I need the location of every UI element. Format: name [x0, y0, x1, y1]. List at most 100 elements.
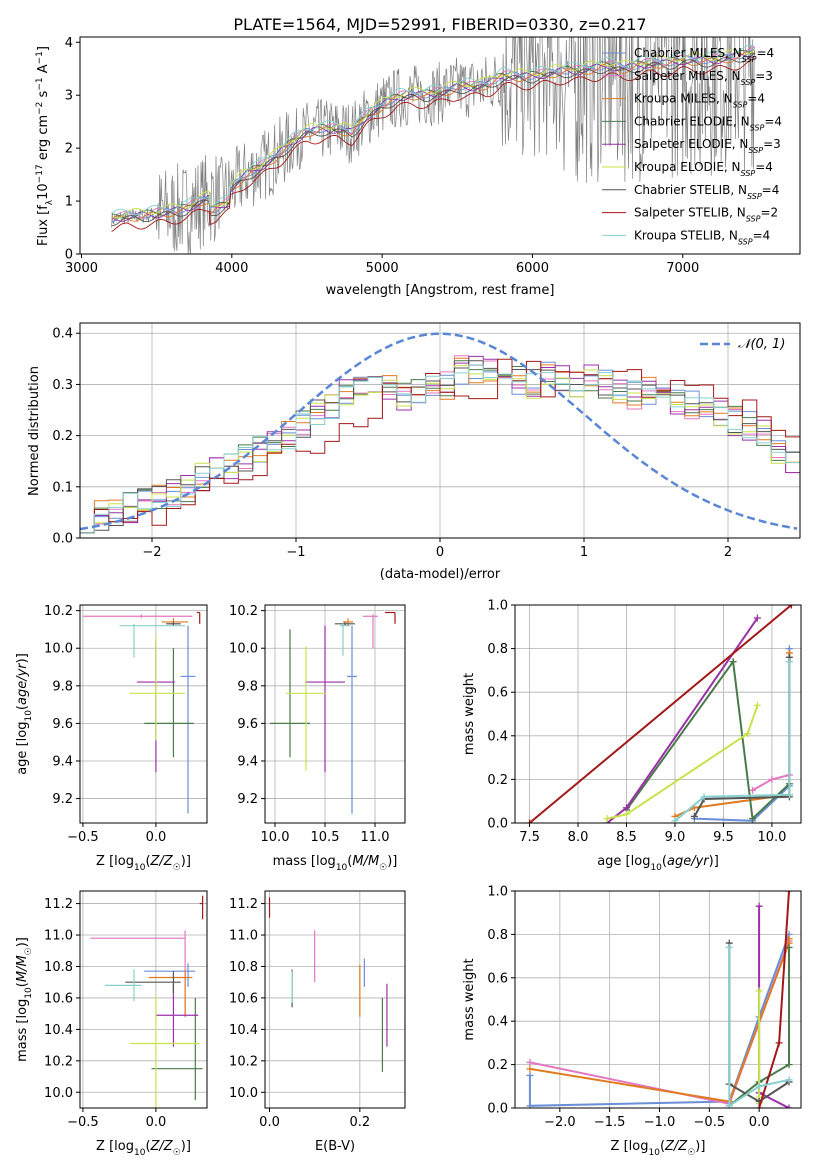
y-axis-label: Normed distribution: [27, 366, 42, 496]
x-tick-label: −0.5: [67, 1115, 99, 1130]
y-tick-label: 10.0: [44, 642, 73, 657]
weight-line: [674, 661, 791, 822]
weight-point: [775, 1039, 783, 1047]
x-tick-label: −1.5: [594, 1115, 626, 1130]
x-tick-label: 1: [580, 545, 588, 560]
weight-point: [749, 786, 757, 794]
weight-point: [526, 1065, 534, 1073]
weight-line: [625, 659, 791, 821]
weight-point: [603, 815, 611, 823]
weight-point: [725, 1102, 733, 1108]
panel-6: 0.0 0.2 10.0 10.2 10.4 10.6 10.8 11.0 11.2 E(B-V): [229, 890, 406, 1154]
weight-point: [755, 1082, 763, 1090]
plot-area: [90, 895, 204, 1108]
x-tick-label: 0: [436, 545, 444, 560]
x-tick-label: 6000: [516, 261, 549, 276]
weight-point: [749, 815, 757, 823]
weight-point: [690, 812, 698, 820]
x-tick-label: −2: [142, 545, 161, 560]
x-tick-label: −0.5: [694, 1115, 726, 1130]
y-tick-label: 1: [65, 195, 73, 210]
model-line: [111, 50, 755, 220]
legend-label: Chabrier STELIB, NSSP=4: [634, 183, 779, 201]
x-tick-label: −1.0: [644, 1115, 676, 1130]
normal-curve: [80, 332, 798, 531]
weight-point: [526, 1102, 534, 1108]
y-tick-label: 11.2: [229, 897, 258, 912]
axes-frame: [79, 890, 208, 1109]
x-tick-label: 2: [724, 545, 732, 560]
histogram-step: [80, 361, 800, 534]
x-axis-label: wavelength [Angstrom, rest frame]: [326, 283, 555, 298]
x-tick-label: 4000: [215, 261, 248, 276]
panel-2: −0.5 0.0 9.2 9.4 9.6 9.8 10.0 10.2 Z [log10(Z/Z☉…: [15, 604, 208, 873]
panel-0: 3000 4000 5000 6000 7000 0 1 2 3 4 Chabrier MILES,…: [35, 36, 801, 298]
x-tick-label: 10.0: [757, 830, 786, 845]
y-tick-label: 10.8: [229, 960, 258, 975]
x-axis-label: E(B-V): [315, 1139, 355, 1154]
panel-4: 7.5 8.0 8.5 9.0 9.5 10.0 0.0 0.2 0.4 0.6 0.8 1.0 age…: [462, 599, 802, 873]
x-tick-label: 9.0: [665, 830, 686, 845]
y-tick-label: 2: [65, 142, 73, 157]
y-tick-label: 10.0: [44, 1086, 73, 1101]
axes-frame: [264, 890, 406, 1109]
weight-point: [753, 614, 761, 622]
x-tick-label: 0.0: [259, 1115, 280, 1130]
x-tick-label: 0.0: [146, 1115, 167, 1130]
y-tick-label: 10.2: [229, 604, 258, 619]
weight-point: [744, 730, 752, 738]
y-tick-label: 9.4: [52, 754, 73, 769]
x-tick-label: 10.0: [261, 830, 290, 845]
plot-area: [526, 891, 793, 1108]
legend: Chabrier MILES, NSSP=4 Salpeter MILES, NS…: [602, 46, 782, 246]
x-tick-label: 0.0: [749, 1115, 770, 1130]
panel-7: −2.0 −1.5 −1.0 −0.5 0.0 0.0 0.2 0.4 0.6 0.8 1.0 Z […: [462, 885, 802, 1158]
weight-point: [526, 1058, 534, 1066]
legend-label: Chabrier MILES, NSSP=4: [634, 46, 774, 64]
plot-area: [82, 611, 201, 814]
legend-label: Kroupa MILES, NSSP=4: [634, 92, 765, 110]
histogram-step: [80, 355, 800, 534]
weight-point: [755, 1104, 763, 1108]
axes-frame: [79, 36, 801, 255]
weight-point: [785, 1104, 793, 1108]
y-tick-label: 0.8: [487, 642, 508, 657]
weight-line: [758, 891, 790, 1108]
weight-point: [787, 605, 795, 609]
y-tick-label: 0.0: [487, 817, 508, 832]
y-tick-label: 0.6: [487, 686, 508, 701]
y-tick-label: 0.3: [52, 378, 73, 393]
panel-3: 10.0 10.5 11.0 9.2 9.4 9.6 9.8 10.0 10.2 mass [lo…: [229, 604, 406, 873]
legend-label: Kroupa ELODIE, NSSP=4: [634, 160, 773, 178]
axes-frame: [514, 604, 802, 824]
model-line: [111, 52, 756, 222]
y-tick-label: 9.8: [237, 679, 258, 694]
axes-frame: [264, 604, 406, 824]
y-tick-label: 0.2: [52, 429, 73, 444]
x-tick-label: 0.2: [349, 1115, 370, 1130]
y-tick-label: 0.6: [487, 971, 508, 986]
y-tick-label: 0.0: [52, 532, 73, 547]
panel-1: −2 −1 0 1 2 0.0 0.1 0.2 0.3 0.4 𝒩(0, 1) (data-model…: [27, 322, 801, 582]
y-tick-label: 10.6: [44, 991, 73, 1006]
x-tick-label: 3000: [65, 261, 98, 276]
axes-frame: [514, 890, 802, 1109]
legend-label: Salpeter ELODIE, NSSP=3: [634, 137, 781, 155]
y-tick-label: 10.4: [229, 1023, 258, 1038]
x-tick-label: 8.5: [616, 830, 637, 845]
weight-point: [785, 1061, 793, 1069]
x-tick-label: 7000: [666, 261, 699, 276]
y-tick-label: 9.6: [52, 717, 73, 732]
weight-point: [785, 943, 793, 951]
weight-point: [725, 943, 733, 951]
x-axis-label: (data-model)/error: [380, 567, 501, 582]
y-tick-label: 11.0: [229, 929, 258, 944]
y-axis-label: age [log10(age/yr)]: [15, 653, 34, 775]
x-tick-label: 0.0: [146, 830, 167, 845]
x-tick-label: 7.5: [519, 830, 540, 845]
y-tick-label: 0.1: [52, 480, 73, 495]
y-axis-label: mass weight: [462, 673, 477, 755]
x-tick-label: −1: [286, 545, 305, 560]
y-tick-label: 10.2: [44, 1054, 73, 1069]
plot-area: [526, 605, 795, 823]
